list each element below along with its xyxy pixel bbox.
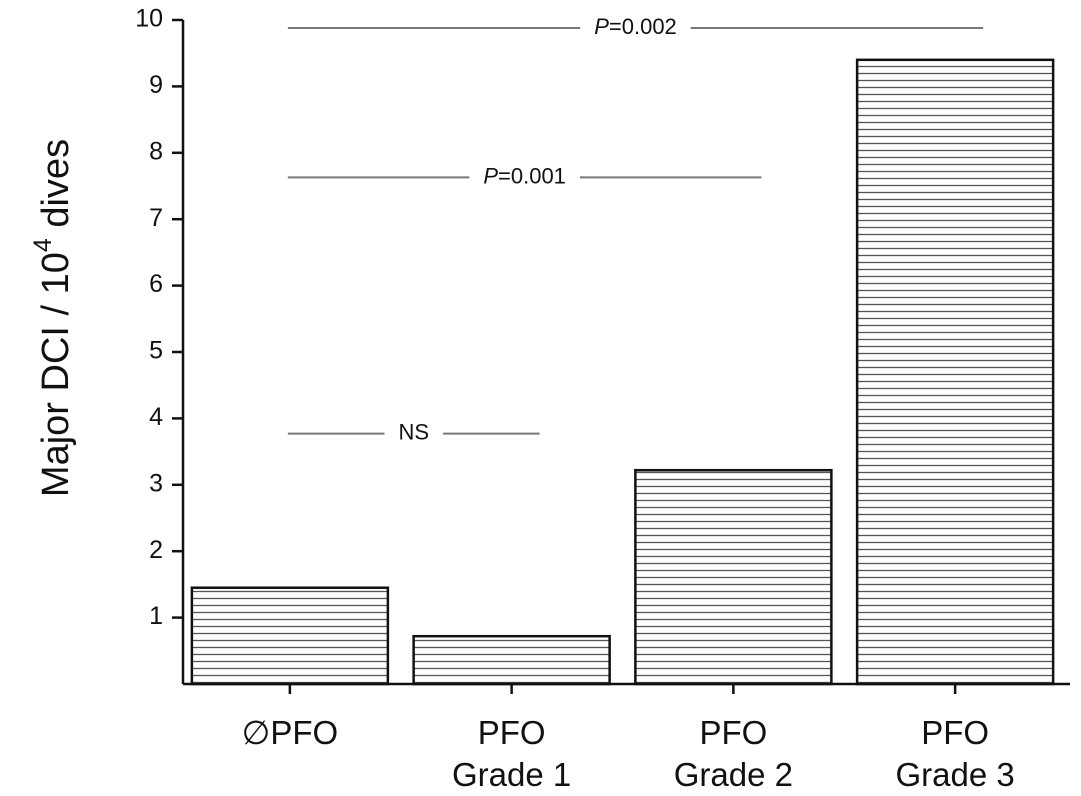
y-tick-label: 10 bbox=[135, 5, 163, 33]
x-category-label: PFO Grade 1 bbox=[452, 714, 571, 793]
y-axis-label-main: Major DCI / 10 bbox=[35, 252, 77, 497]
annotations-group: P=0.002 P=0.001 NS bbox=[287, 14, 984, 444]
y-axis-label-tail: dives bbox=[35, 139, 77, 238]
y-tick-label: 6 bbox=[149, 270, 163, 298]
significance-annotation: P=0.001 bbox=[287, 163, 762, 188]
annotation-label: NS bbox=[398, 419, 429, 444]
y-tick-label: 9 bbox=[149, 71, 163, 99]
y-axis-label-superscript: 4 bbox=[29, 238, 57, 252]
x-category-label: ∅PFO bbox=[242, 714, 339, 751]
y-tick-label: 2 bbox=[149, 536, 163, 564]
annotation-label: P=0.002 bbox=[594, 14, 677, 39]
y-axis: 1 2 3 4 5 6 7 8 9 10 bbox=[135, 5, 185, 684]
y-tick-label: 4 bbox=[149, 403, 163, 431]
y-tick-label: 1 bbox=[149, 602, 163, 630]
y-tick-label: 7 bbox=[149, 204, 163, 232]
bar-1 bbox=[412, 634, 611, 686]
bar-3 bbox=[855, 58, 1055, 686]
x-category-label: PFO Grade 3 bbox=[896, 714, 1015, 793]
annotation-label: P=0.001 bbox=[483, 163, 566, 188]
y-tick-label: 3 bbox=[149, 469, 163, 497]
y-tick-label: 8 bbox=[149, 137, 163, 165]
x-category-label: PFO Grade 2 bbox=[674, 714, 793, 793]
y-axis-label: Major DCI / 104 dives bbox=[29, 139, 77, 497]
bar-0 bbox=[190, 586, 390, 686]
bar-2 bbox=[634, 468, 833, 686]
significance-annotation: NS bbox=[287, 419, 540, 444]
y-tick-label: 5 bbox=[149, 337, 163, 365]
x-axis: ∅PFO PFO Grade 1 PFO Grade 2 PFO Grade 3 bbox=[183, 682, 1070, 793]
significance-annotation: P=0.002 bbox=[287, 14, 984, 39]
bars-group bbox=[190, 58, 1055, 686]
